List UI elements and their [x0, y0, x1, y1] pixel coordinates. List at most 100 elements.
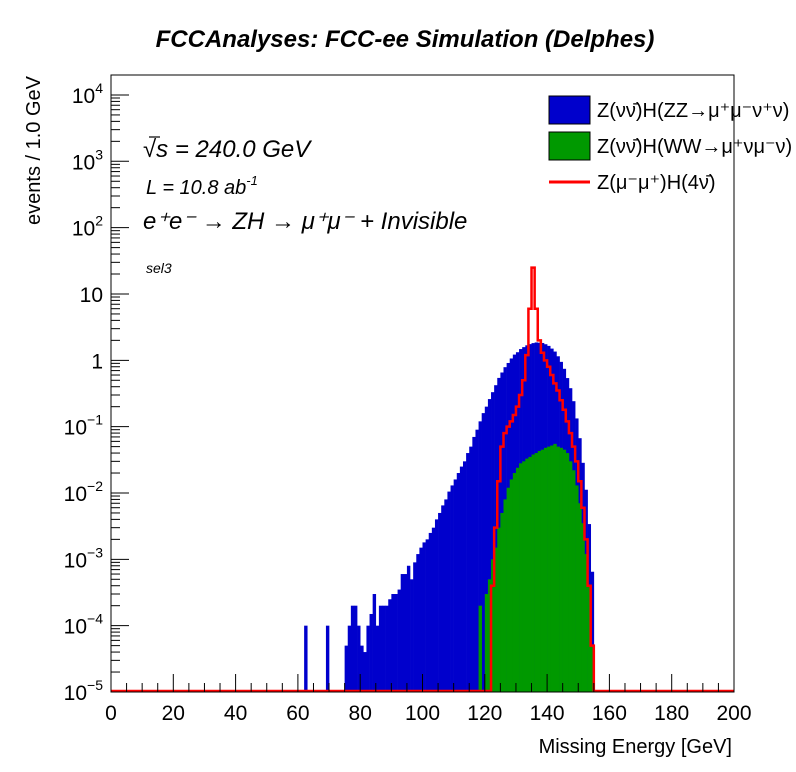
zz-bar — [438, 512, 442, 692]
y-tick-base: 10 — [64, 417, 87, 440]
ww-bar — [528, 456, 532, 692]
signal-line — [111, 266, 734, 692]
y-tick-label: 102 — [72, 213, 103, 241]
zz-bar — [462, 461, 467, 692]
y-tick-base: 10 — [72, 151, 95, 174]
y-tick-label: 10−2 — [64, 478, 104, 506]
legend-swatch — [548, 131, 591, 161]
zz-bar — [425, 539, 430, 692]
zz-bar — [475, 429, 479, 692]
zz-bar — [391, 594, 395, 692]
zz-bar — [357, 625, 361, 692]
ww-bar — [506, 487, 511, 692]
x-tick-label: 120 — [467, 702, 502, 725]
y-tick-label: 1 — [91, 350, 103, 373]
x-tick-label: 20 — [162, 702, 185, 725]
zz-bar — [372, 594, 377, 692]
ww-bar — [491, 559, 495, 692]
sqrt-s-annotation: √s = 240.0 GeV — [143, 136, 312, 163]
zz-bar — [481, 413, 486, 692]
y-tick-label: 10−5 — [64, 677, 104, 705]
y-tick-base: 10 — [72, 85, 95, 108]
lumi-text: L = 10.8 ab — [146, 177, 246, 199]
zz-bar — [487, 399, 492, 692]
ww-bar — [512, 473, 517, 692]
ww-bar — [556, 446, 560, 692]
zz-bar — [434, 519, 439, 692]
y-tick-label: 10 — [80, 284, 103, 307]
x-tick-label: 100 — [405, 702, 440, 725]
y-tick-base: 10 — [64, 549, 87, 572]
x-tick-label: 180 — [654, 702, 689, 725]
ww-bar — [572, 470, 576, 692]
x-tick-label: 200 — [716, 702, 751, 725]
zz-bar — [419, 547, 423, 692]
ww-bar — [590, 645, 595, 692]
x-tick-label: 80 — [349, 702, 372, 725]
legend-label: Z(μ⁻μ⁺)H(4ν̄) — [597, 172, 716, 194]
zz-bar — [325, 625, 330, 692]
zz-bar — [422, 542, 426, 692]
y-tick-base: 10 — [80, 284, 103, 307]
zz-bar — [350, 605, 355, 692]
zz-bar — [450, 485, 454, 692]
zz-bar — [466, 453, 470, 692]
ww-bar — [497, 527, 501, 692]
legend-swatch — [548, 95, 591, 125]
process-annotation: e⁺e⁻ → ZH → μ⁺μ⁻ + Invisible — [143, 208, 467, 235]
ww-bar — [534, 453, 539, 692]
y-tick-base: 10 — [72, 218, 95, 241]
y-tick-label: 10−3 — [64, 544, 104, 572]
ww-bar — [487, 579, 492, 692]
ww-bar — [543, 447, 548, 692]
zz-bar — [494, 385, 498, 692]
x-tick-label: 40 — [224, 702, 247, 725]
ww-bar — [550, 445, 554, 692]
y-axis-title: events / 1.0 GeV — [23, 75, 45, 225]
zz-bar — [403, 574, 408, 692]
zz-bar — [491, 392, 495, 692]
y-tick-label: 10−1 — [64, 412, 104, 440]
ww-bar — [562, 449, 567, 692]
ww-bar — [478, 605, 482, 692]
ww-bar — [531, 454, 535, 692]
ww-bar — [537, 450, 542, 692]
x-tick-label: 60 — [286, 702, 309, 725]
legend: Z(νν̄)H(ZZ→μ⁺μ⁻ν⁺ν) Z(νν̄)H(WW→μ⁺νμ⁻ν) Z(μ… — [548, 95, 792, 194]
zz-bar — [453, 479, 458, 692]
zz-bar — [456, 473, 461, 692]
ww-bar — [540, 449, 545, 692]
zz-bar — [394, 594, 398, 692]
zz-bar — [431, 527, 436, 692]
x-tick-label: 140 — [530, 702, 565, 725]
zz-bar — [444, 499, 448, 692]
zz-bar — [428, 532, 433, 692]
ww-bar — [522, 461, 526, 692]
y-tick-base: 10 — [64, 483, 87, 506]
legend-label: Z(νν̄)H(WW→μ⁺νμ⁻ν) — [597, 136, 792, 158]
zz-bar — [366, 625, 370, 692]
y-tick-label: 10−4 — [64, 611, 104, 639]
zz-bar — [406, 565, 411, 692]
zz-bar — [388, 599, 392, 692]
ww-bar — [578, 503, 582, 692]
zz-bar — [344, 645, 349, 692]
zz-bar — [416, 554, 420, 692]
zz-bar — [397, 589, 401, 692]
y-tick-exponent: 4 — [95, 80, 103, 96]
ww-bar — [565, 453, 570, 692]
y-tick-base: 10 — [64, 616, 87, 639]
ww-bar — [494, 547, 498, 692]
ww-bar — [519, 463, 523, 692]
zz-bar — [469, 446, 473, 692]
y-tick-exponent: −4 — [87, 611, 103, 627]
y-tick-base: 1 — [91, 350, 103, 373]
zz-bar — [360, 645, 364, 692]
ww-bar — [559, 447, 563, 692]
zz-bar — [369, 613, 373, 692]
legend-label: Z(νν̄)H(ZZ→μ⁺μ⁻ν⁺ν) — [597, 100, 789, 122]
x-tick-label: 160 — [592, 702, 627, 725]
zz-bar — [484, 406, 489, 692]
ww-bar — [553, 443, 557, 692]
